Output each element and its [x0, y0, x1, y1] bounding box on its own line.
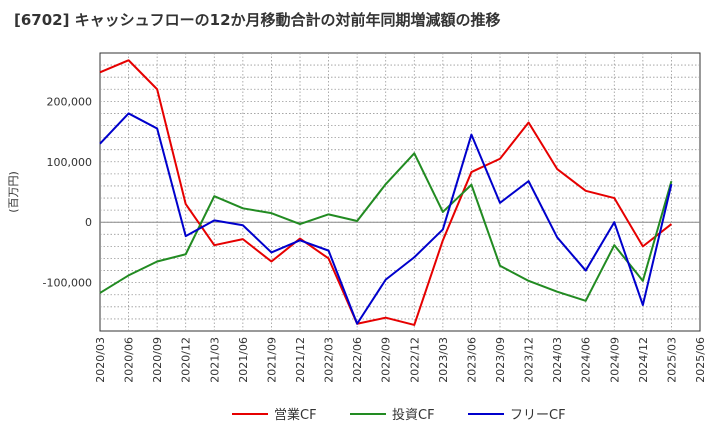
x-tick-label: 2021/09	[265, 337, 278, 383]
x-tick-label: 2023/03	[437, 337, 450, 383]
chart-title: [6702] キャッシュフローの12か月移動合計の対前年同期増減額の推移	[14, 11, 501, 29]
y-tick-label: -100,000	[43, 277, 92, 290]
series-line	[99, 112, 673, 325]
x-tick-label: 2021/03	[208, 337, 221, 383]
y-axis-label: (百万円)	[7, 171, 20, 213]
x-tick-label: 2022/06	[351, 337, 364, 383]
x-tick-label: 2023/06	[465, 337, 478, 383]
legend-label: フリーCF	[510, 408, 566, 423]
x-tick-label: 2024/09	[608, 337, 621, 383]
y-tick-label: 200,000	[47, 95, 93, 108]
plot-frame	[99, 52, 701, 332]
x-tick-label: 2020/03	[94, 337, 107, 383]
x-tick-label: 2022/03	[323, 337, 336, 383]
x-tick-label: 2021/12	[294, 337, 307, 383]
x-tick-label: 2020/12	[180, 337, 193, 383]
x-tick-label: 2020/06	[123, 337, 136, 383]
x-tick-label: 2024/12	[637, 337, 650, 383]
y-tick-label: 100,000	[47, 156, 93, 169]
y-tick-label: 0	[85, 216, 92, 229]
x-tick-label: 2022/09	[380, 337, 393, 383]
legend-label: 営業CF	[274, 407, 317, 423]
x-tick-label: 2020/09	[151, 337, 164, 383]
series-line	[99, 59, 673, 326]
x-tick-label: 2021/06	[237, 337, 250, 383]
x-tick-label: 2025/03	[665, 337, 678, 383]
x-tick-label: 2024/06	[580, 337, 593, 383]
x-tick-label: 2025/06	[694, 337, 707, 383]
x-tick-label: 2023/12	[523, 337, 536, 383]
x-tick-label: 2022/12	[408, 337, 421, 383]
x-tick-label: 2023/09	[494, 337, 507, 383]
legend-label: 投資CF	[392, 407, 435, 423]
x-tick-label: 2024/03	[551, 337, 564, 383]
series-line	[99, 152, 673, 302]
